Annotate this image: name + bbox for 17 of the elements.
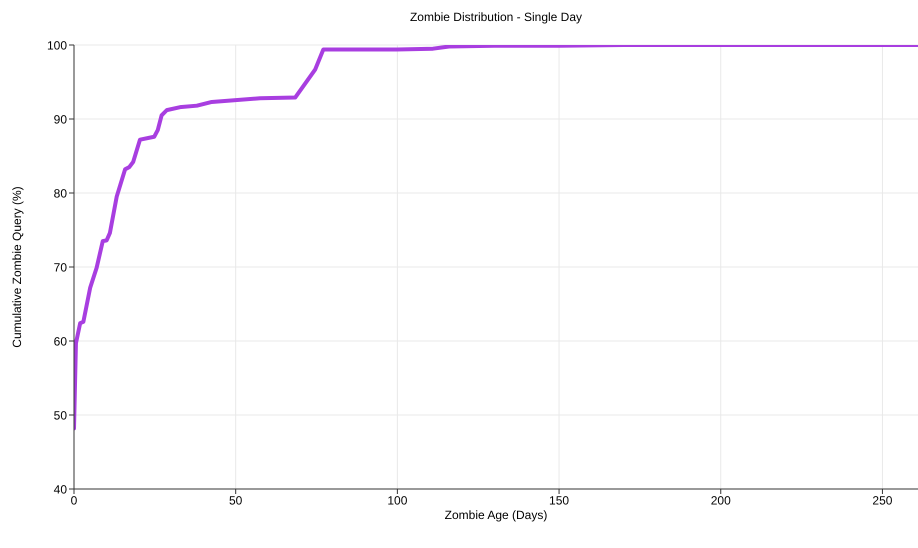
x-tick-label: 0 (70, 494, 78, 508)
x-tick-label: 100 (387, 494, 408, 508)
x-tick-label: 200 (710, 494, 732, 508)
y-tick-label: 70 (54, 260, 68, 274)
x-tick-label: 50 (229, 494, 243, 508)
x-axis-title: Zombie Age (Days) (444, 508, 548, 522)
y-axis-title: Cumulative Zombie Query (%) (10, 186, 24, 348)
chart-title: Zombie Distribution - Single Day (408, 10, 584, 24)
y-tick-label: 100 (46, 38, 68, 52)
x-tick-label: 250 (872, 494, 893, 508)
y-tick-label: 80 (54, 186, 68, 200)
line-series (74, 45, 918, 430)
y-tick-label: 60 (54, 334, 68, 348)
y-tick-label: 90 (54, 112, 68, 126)
x-tick-label: 150 (549, 494, 570, 508)
y-tick-label: 40 (54, 482, 68, 496)
y-tick-label: 50 (54, 408, 68, 422)
